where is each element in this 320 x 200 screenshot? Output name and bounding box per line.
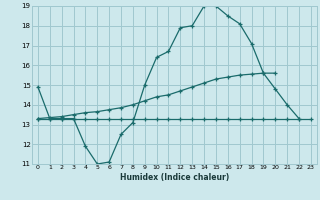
- X-axis label: Humidex (Indice chaleur): Humidex (Indice chaleur): [120, 173, 229, 182]
